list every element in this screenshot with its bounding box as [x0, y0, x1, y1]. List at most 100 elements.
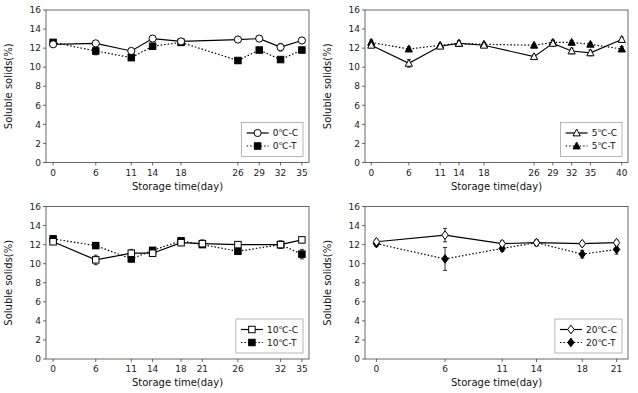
- tick-label: 14: [531, 364, 543, 374]
- marker: [128, 250, 134, 256]
- legend-marker: [568, 338, 574, 347]
- tick-mark: [362, 244, 365, 245]
- plot-frame: [365, 10, 628, 163]
- tick-label: 2: [35, 335, 41, 345]
- marker: [437, 42, 444, 49]
- marker: [299, 251, 305, 257]
- tick-mark: [43, 10, 46, 11]
- tick-label: 6: [442, 364, 448, 374]
- tick-label: 12: [30, 43, 41, 53]
- plot-frame: [46, 207, 309, 360]
- tick-label: 11: [126, 168, 137, 178]
- panel: 02468101214160611141821Storage time(day)…: [322, 202, 628, 388]
- tick-mark: [43, 359, 46, 360]
- marker: [256, 47, 262, 53]
- marker: [277, 241, 283, 247]
- tick-label: 29: [254, 168, 266, 178]
- tick-label: 6: [35, 101, 41, 111]
- tick-label: 0: [354, 354, 360, 364]
- tick-label: 4: [35, 316, 41, 326]
- tick-label: 35: [296, 168, 307, 178]
- marker: [587, 40, 594, 47]
- marker: [437, 41, 444, 48]
- legend-label: 5℃-C: [592, 128, 617, 138]
- tick-label: 0: [35, 354, 41, 364]
- tick-mark: [237, 359, 238, 362]
- legend-label: 10℃-C: [267, 325, 298, 335]
- tick-mark: [362, 29, 365, 30]
- legend-label: 20℃-T: [586, 338, 616, 348]
- tick-mark: [362, 339, 365, 340]
- tick-mark: [43, 244, 46, 245]
- legend-marker: [573, 142, 580, 149]
- series: [368, 36, 626, 68]
- tick-label: 35: [296, 364, 307, 374]
- y-axis-label: Soluble solids(%): [322, 240, 333, 326]
- marker: [299, 237, 305, 243]
- tick-mark: [181, 163, 182, 166]
- marker: [256, 35, 263, 42]
- series: [50, 237, 305, 265]
- plot-frame: [46, 10, 309, 163]
- marker: [149, 43, 155, 49]
- tick-label: 26: [528, 168, 540, 178]
- x-axis-label: Storage time(day): [132, 181, 223, 192]
- marker: [480, 41, 487, 48]
- marker: [50, 239, 56, 245]
- tick-mark: [362, 263, 365, 264]
- legend-label: 20℃-C: [586, 325, 617, 335]
- tick-label: 11: [434, 168, 445, 178]
- marker: [235, 248, 241, 254]
- series: [373, 228, 620, 248]
- tick-mark: [181, 359, 182, 362]
- tick-mark: [616, 359, 617, 362]
- tick-mark: [43, 263, 46, 264]
- tick-mark: [43, 162, 46, 163]
- tick-mark: [43, 320, 46, 321]
- tick-mark: [95, 359, 96, 362]
- tick-mark: [552, 163, 553, 166]
- marker: [373, 237, 379, 246]
- tick-label: 6: [354, 101, 360, 111]
- tick-label: 14: [349, 221, 361, 231]
- tick-mark: [202, 359, 203, 362]
- tick-mark: [43, 124, 46, 125]
- marker: [177, 38, 184, 45]
- tick-label: 0: [50, 364, 56, 374]
- tick-mark: [362, 67, 365, 68]
- tick-label: 0: [50, 168, 56, 178]
- legend-label: 0℃-T: [273, 141, 297, 151]
- legend-marker: [249, 339, 255, 345]
- tick-mark: [536, 359, 537, 362]
- series-line: [53, 239, 302, 259]
- tick-mark: [301, 359, 302, 362]
- marker: [405, 45, 412, 52]
- tick-mark: [131, 163, 132, 166]
- marker: [618, 45, 625, 52]
- marker: [618, 36, 625, 43]
- tick-mark: [445, 359, 446, 362]
- tick-label: 14: [147, 168, 159, 178]
- tick-mark: [362, 143, 365, 144]
- tick-label: 2: [354, 139, 360, 149]
- tick-label: 16: [30, 5, 42, 15]
- tick-mark: [280, 359, 281, 362]
- marker: [442, 255, 448, 264]
- marker: [568, 38, 575, 45]
- tick-label: 6: [406, 168, 412, 178]
- tick-mark: [376, 359, 377, 362]
- x-axis-label: Storage time(day): [132, 377, 223, 388]
- tick-label: 6: [93, 364, 99, 374]
- tick-label: 18: [577, 364, 589, 374]
- tick-mark: [301, 163, 302, 166]
- tick-mark: [280, 163, 281, 166]
- tick-label: 0: [368, 168, 374, 178]
- tick-label: 10: [349, 62, 361, 72]
- tick-mark: [53, 163, 54, 166]
- tick-mark: [131, 359, 132, 362]
- tick-label: 10: [30, 259, 42, 269]
- marker: [549, 39, 556, 46]
- legend-marker: [568, 325, 574, 334]
- tick-mark: [362, 225, 365, 226]
- marker: [149, 35, 156, 42]
